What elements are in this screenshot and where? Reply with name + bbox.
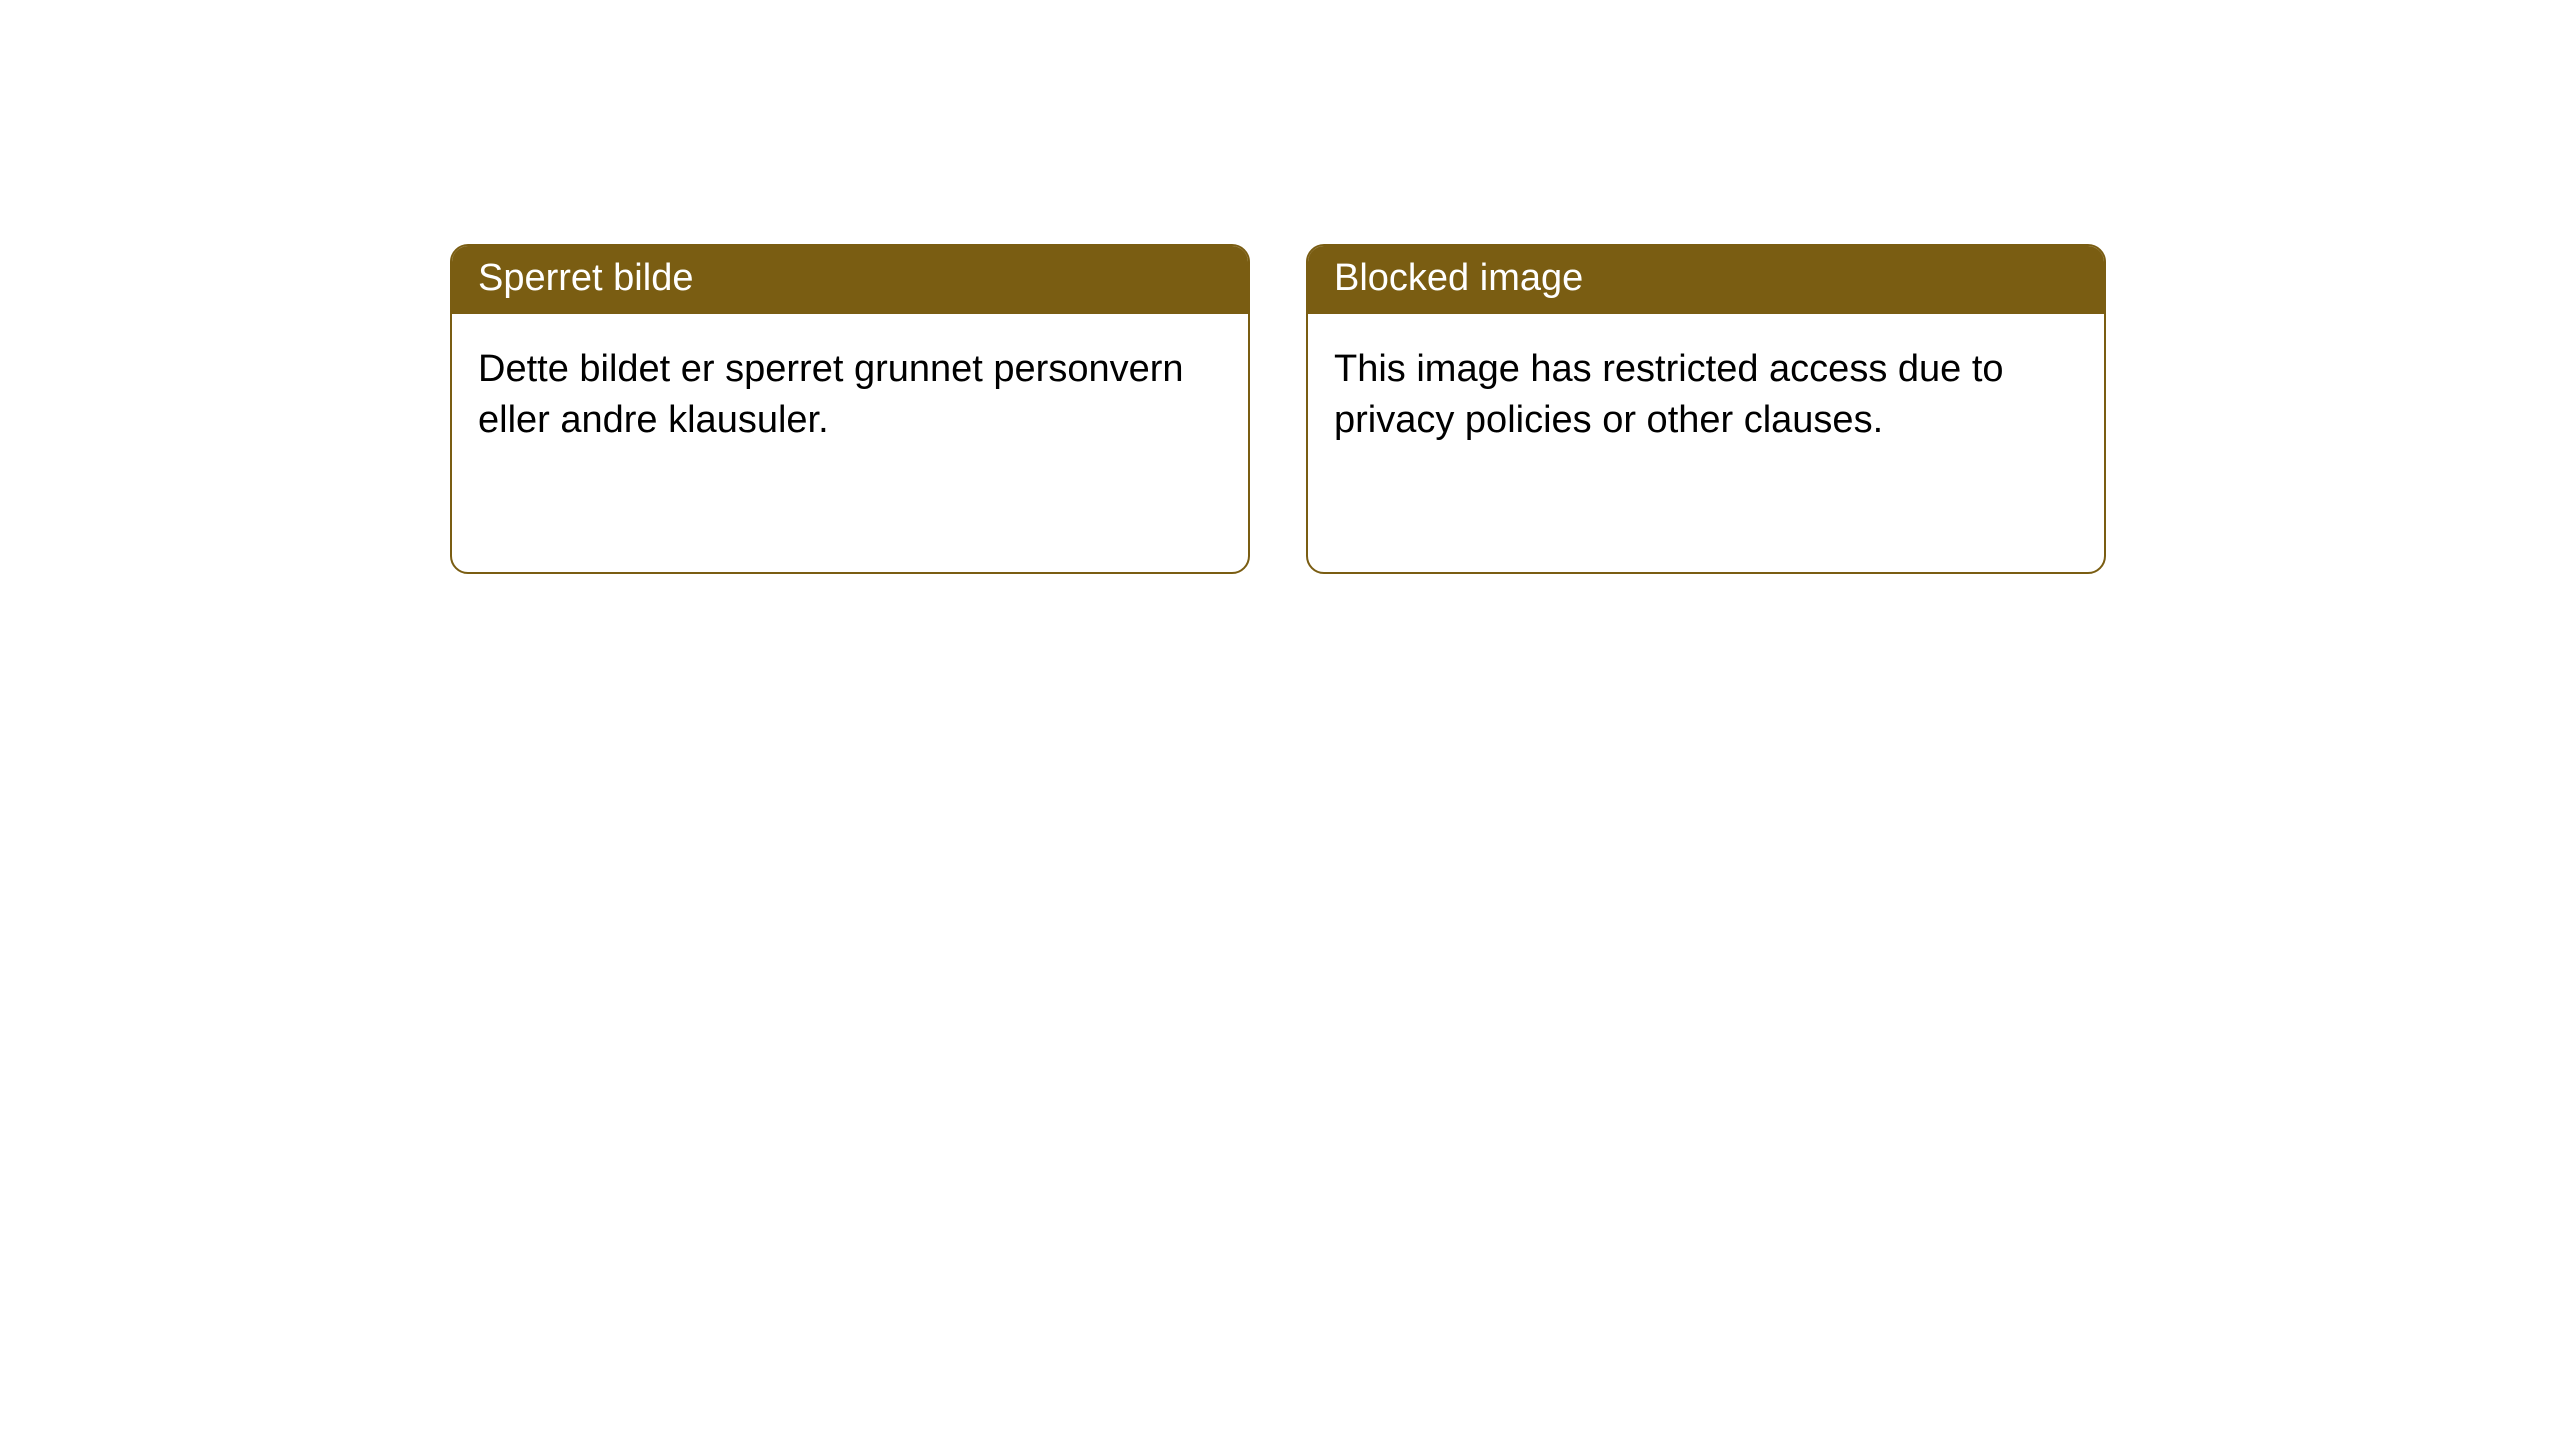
notice-header: Blocked image xyxy=(1308,246,2104,314)
notice-header: Sperret bilde xyxy=(452,246,1248,314)
notice-body: This image has restricted access due to … xyxy=(1308,314,2104,477)
notice-box-english: Blocked image This image has restricted … xyxy=(1306,244,2106,574)
notice-container: Sperret bilde Dette bildet er sperret gr… xyxy=(0,0,2560,574)
notice-body: Dette bildet er sperret grunnet personve… xyxy=(452,314,1248,477)
notice-box-norwegian: Sperret bilde Dette bildet er sperret gr… xyxy=(450,244,1250,574)
